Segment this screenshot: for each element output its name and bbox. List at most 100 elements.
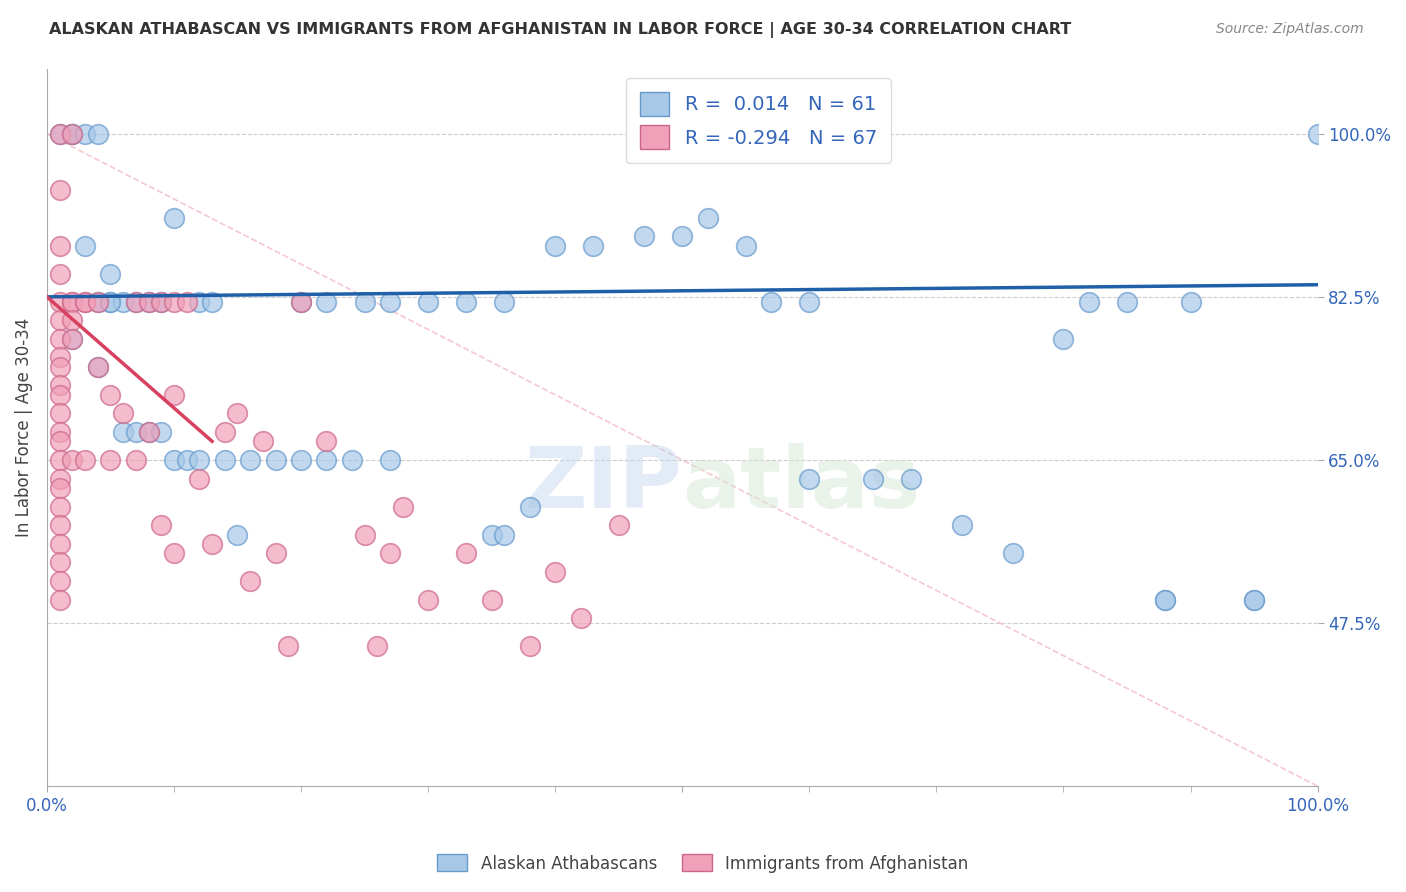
Point [900, 472, 922, 486]
Point [1154, 592, 1177, 607]
Point [112, 406, 135, 420]
Point [48, 537, 70, 551]
Point [73, 294, 96, 309]
Point [48, 453, 70, 467]
Text: Source: ZipAtlas.com: Source: ZipAtlas.com [1216, 22, 1364, 37]
Point [163, 546, 186, 560]
Point [138, 294, 160, 309]
Point [353, 527, 375, 541]
Point [1154, 592, 1177, 607]
Point [759, 294, 782, 309]
Point [138, 425, 160, 439]
Point [86, 294, 108, 309]
Point [569, 611, 592, 625]
Point [86, 359, 108, 374]
Point [481, 592, 503, 607]
Point [1306, 127, 1329, 141]
Point [60, 332, 83, 346]
Point [201, 537, 224, 551]
Point [1077, 294, 1099, 309]
Point [100, 294, 122, 309]
Point [696, 211, 718, 225]
Point [366, 640, 388, 654]
Point [456, 294, 478, 309]
Point [378, 453, 401, 467]
Point [340, 453, 363, 467]
Legend: R =  0.014   N = 61, R = -0.294   N = 67: R = 0.014 N = 61, R = -0.294 N = 67 [627, 78, 890, 162]
Point [125, 425, 148, 439]
Point [416, 294, 439, 309]
Point [48, 481, 70, 495]
Point [481, 527, 503, 541]
Text: ALASKAN ATHABASCAN VS IMMIGRANTS FROM AFGHANISTAN IN LABOR FORCE | AGE 30-34 COR: ALASKAN ATHABASCAN VS IMMIGRANTS FROM AF… [49, 22, 1071, 38]
Point [138, 425, 160, 439]
Point [48, 359, 70, 374]
Point [1243, 592, 1265, 607]
Point [277, 640, 299, 654]
Point [125, 294, 148, 309]
Point [48, 238, 70, 252]
Point [48, 500, 70, 514]
Point [48, 388, 70, 402]
Point [1001, 546, 1024, 560]
Point [100, 388, 122, 402]
Point [1180, 294, 1202, 309]
Point [150, 425, 173, 439]
Point [73, 453, 96, 467]
Point [48, 518, 70, 533]
Y-axis label: In Labor Force | Age 30-34: In Labor Force | Age 30-34 [15, 318, 32, 537]
Point [176, 453, 198, 467]
Legend: Alaskan Athabascans, Immigrants from Afghanistan: Alaskan Athabascans, Immigrants from Afg… [430, 847, 976, 880]
Point [456, 546, 478, 560]
Point [48, 592, 70, 607]
Point [48, 472, 70, 486]
Point [696, 872, 718, 887]
Point [48, 127, 70, 141]
Point [150, 294, 173, 309]
Point [315, 294, 337, 309]
Point [100, 294, 122, 309]
Point [125, 294, 148, 309]
Point [378, 546, 401, 560]
Point [138, 294, 160, 309]
Point [48, 574, 70, 588]
Point [48, 267, 70, 281]
Point [1116, 294, 1139, 309]
Point [214, 425, 236, 439]
Point [86, 359, 108, 374]
Point [48, 434, 70, 449]
Point [100, 267, 122, 281]
Point [494, 527, 516, 541]
Point [48, 313, 70, 327]
Point [264, 453, 287, 467]
Point [264, 546, 287, 560]
Point [226, 406, 249, 420]
Point [125, 453, 148, 467]
Point [48, 378, 70, 392]
Point [1243, 592, 1265, 607]
Point [112, 294, 135, 309]
Point [48, 183, 70, 197]
Point [86, 294, 108, 309]
Point [519, 640, 541, 654]
Point [290, 453, 312, 467]
Point [60, 127, 83, 141]
Text: ZIP: ZIP [524, 443, 682, 526]
Point [633, 229, 655, 244]
Point [582, 238, 605, 252]
Point [60, 332, 83, 346]
Text: atlas: atlas [682, 443, 921, 526]
Point [252, 434, 274, 449]
Point [315, 434, 337, 449]
Point [163, 294, 186, 309]
Point [163, 388, 186, 402]
Point [48, 406, 70, 420]
Point [86, 127, 108, 141]
Point [416, 592, 439, 607]
Point [60, 294, 83, 309]
Point [112, 425, 135, 439]
Point [48, 332, 70, 346]
Point [48, 351, 70, 365]
Point [290, 294, 312, 309]
Point [494, 294, 516, 309]
